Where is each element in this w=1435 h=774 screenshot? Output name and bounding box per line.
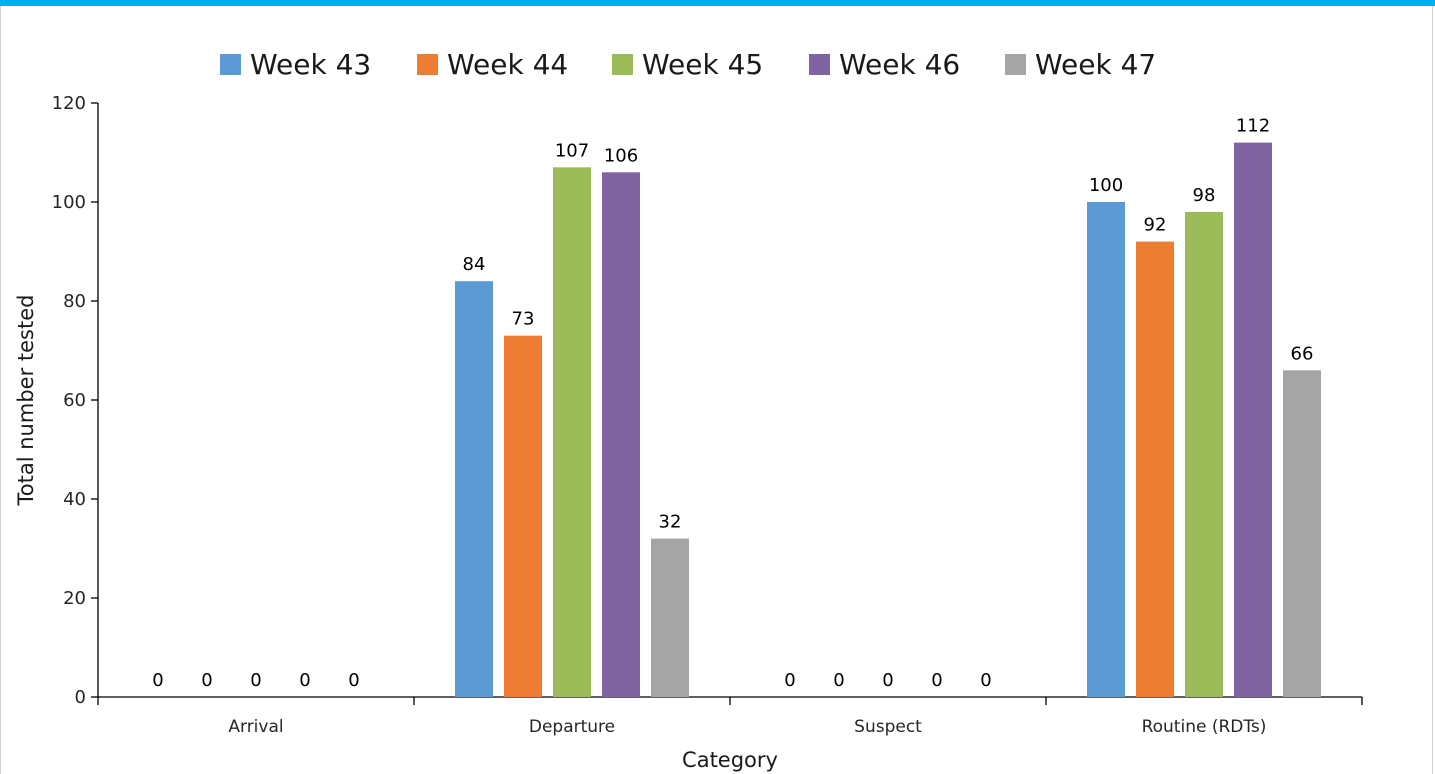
bar-value-label: 32 [659, 512, 682, 533]
bar-value-label: 0 [152, 670, 163, 691]
y-axis-title: Total number tested [14, 295, 38, 507]
bar [1185, 211, 1223, 697]
x-category-label: Arrival [228, 717, 283, 737]
legend-label: Week 46 [839, 48, 960, 81]
bar [602, 172, 640, 698]
bar-value-label: 92 [1144, 215, 1167, 236]
bar [1087, 202, 1125, 697]
x-axis: Arrival Departure Suspect Routine (RDTs) [97, 696, 1363, 737]
x-category-label: Routine (RDTs) [1142, 717, 1267, 737]
bar-value-label: 84 [463, 254, 486, 275]
y-tick-label: 0 [75, 687, 86, 708]
bar-value-label: 107 [555, 140, 589, 161]
bar-value-label: 0 [882, 670, 893, 691]
y-tick-label: 20 [63, 588, 86, 609]
bar-value-label: 0 [980, 670, 991, 691]
legend-swatch [612, 54, 633, 75]
legend-label: Week 47 [1035, 48, 1156, 81]
chart-frame [0, 6, 1433, 774]
y-tick-label: 60 [63, 390, 86, 411]
legend-swatch [1005, 54, 1026, 75]
bar-value-label: 106 [604, 145, 638, 166]
y-tick-label: 40 [63, 489, 86, 510]
bar [504, 335, 542, 697]
legend-swatch [220, 54, 241, 75]
y-tick-label: 100 [52, 192, 86, 213]
bar-value-label: 73 [512, 309, 535, 330]
bar-value-label: 0 [931, 670, 942, 691]
bar-value-label: 66 [1291, 343, 1314, 364]
bar [1234, 142, 1272, 698]
data-labels-group: 0 0 0 0 0 84 73 107 106 32 0 0 0 0 0 100 92 98 112 66 [152, 116, 1313, 691]
legend-label: Week 45 [642, 48, 763, 81]
bar-value-label: 0 [348, 670, 359, 691]
bar [651, 538, 689, 697]
bar [1136, 241, 1174, 697]
legend-swatch [809, 54, 830, 75]
bar [455, 281, 493, 697]
bar-value-label: 100 [1089, 175, 1123, 196]
legend-swatch [417, 54, 438, 75]
bar-value-label: 98 [1193, 185, 1216, 206]
bar-value-label: 0 [201, 670, 212, 691]
top-accent-bar [0, 0, 1435, 6]
x-category-label: Suspect [854, 717, 922, 737]
x-category-label: Departure [529, 717, 615, 737]
chart-legend: Week 43 Week 44 Week 45 Week 46 Week 47 [220, 48, 1156, 81]
bar-value-label: 0 [250, 670, 261, 691]
bar-value-label: 112 [1236, 116, 1270, 137]
bar [1283, 370, 1321, 697]
bar-value-label: 0 [784, 670, 795, 691]
legend-label: Week 43 [250, 48, 371, 81]
y-axis: 0 20 40 60 80 100 120 [52, 93, 99, 708]
legend-label: Week 44 [447, 48, 568, 81]
bar-value-label: 0 [833, 670, 844, 691]
bars-group [455, 142, 1321, 698]
x-axis-title: Category [682, 748, 778, 772]
y-tick-label: 120 [52, 93, 86, 114]
bar-value-label: 0 [299, 670, 310, 691]
bar [553, 167, 591, 698]
y-tick-label: 80 [63, 291, 86, 312]
